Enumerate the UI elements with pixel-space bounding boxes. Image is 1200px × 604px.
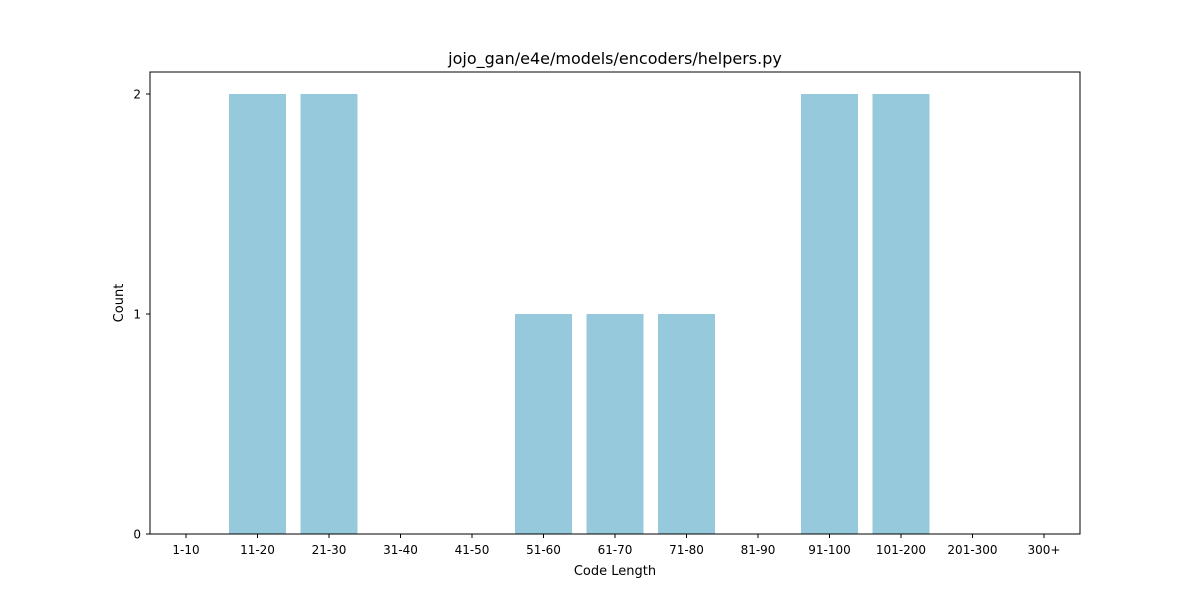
y-tick-label: 1 (133, 308, 141, 322)
bars-layer (229, 94, 930, 534)
bar-11-20 (229, 94, 286, 534)
bar-21-30 (300, 94, 358, 534)
y-tick-label: 0 (133, 528, 141, 542)
x-tick-label: 61-70 (598, 543, 633, 557)
x-tick-label: 101-200 (876, 543, 926, 557)
bar-101-200 (872, 94, 930, 534)
bar-51-60 (515, 314, 572, 534)
bar-61-70 (586, 314, 644, 534)
x-tick-label: 201-300 (947, 543, 997, 557)
x-tick-label: 1-10 (172, 543, 199, 557)
x-tick-label: 11-20 (240, 543, 275, 557)
x-tick-label: 91-100 (808, 543, 851, 557)
x-tick-label: 31-40 (383, 543, 418, 557)
chart-title: jojo_gan/e4e/models/encoders/helpers.py (447, 49, 782, 69)
x-tick-label: 51-60 (526, 543, 561, 557)
y-axis-label: Count (112, 284, 127, 323)
bar-71-80 (658, 314, 715, 534)
y-axis: 0 1 2 (133, 88, 150, 542)
x-tick-label: 21-30 (312, 543, 347, 557)
x-tick-label: 71-80 (669, 543, 704, 557)
x-tick-label: 41-50 (455, 543, 490, 557)
y-tick-label: 2 (133, 88, 141, 102)
x-axis: 1-10 11-20 21-30 31-40 41-50 51-60 61-70 71-80 8… (172, 534, 1060, 557)
x-tick-label: 300+ (1028, 543, 1061, 557)
bar-91-100 (801, 94, 858, 534)
x-tick-label: 81-90 (741, 543, 776, 557)
x-axis-label: Code Length (574, 564, 656, 579)
